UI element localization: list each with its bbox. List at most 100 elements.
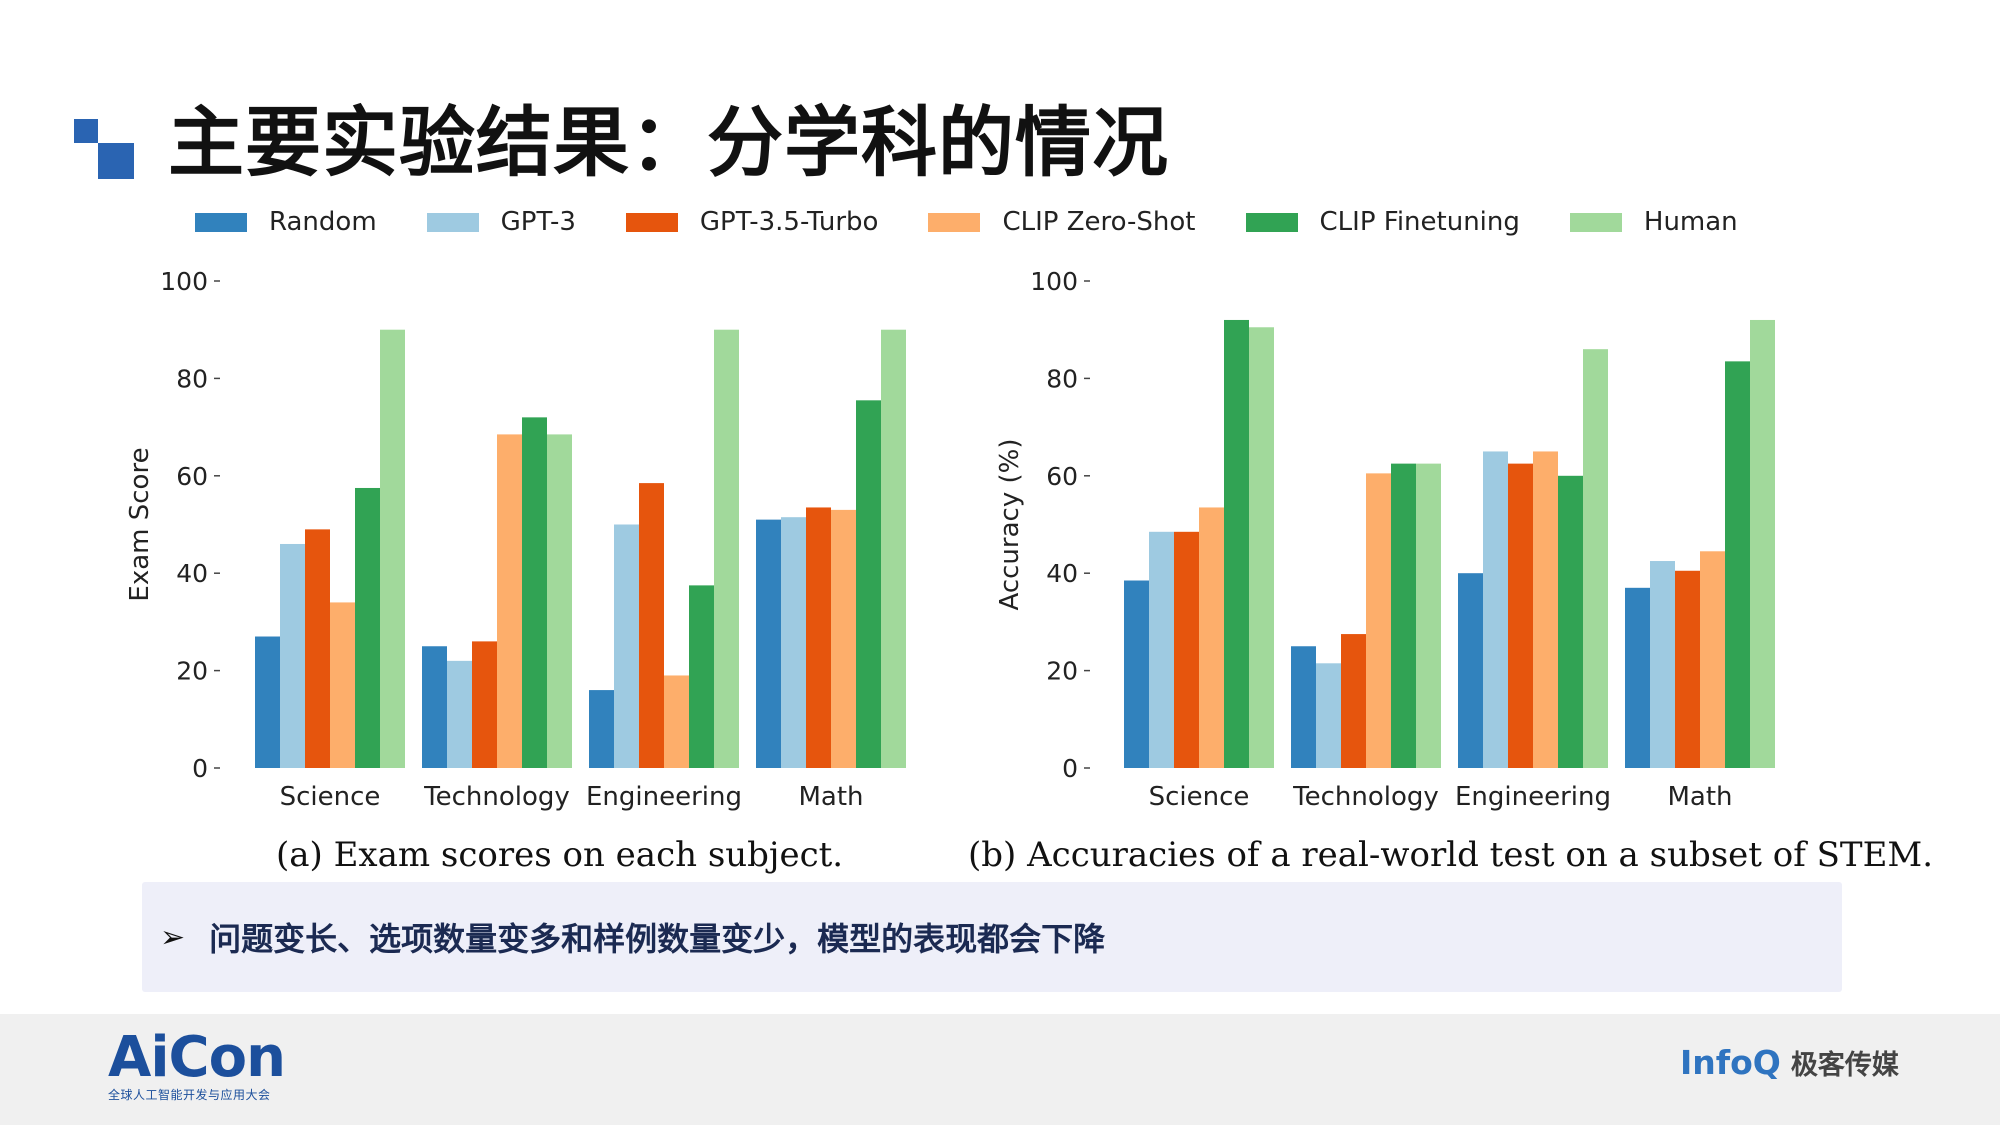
bar-2-2 [639, 483, 664, 768]
bar-0-3 [330, 602, 355, 768]
aicon-logo: AiCon 全球人工智能开发与应用大会 [108, 1025, 286, 1103]
caption-b: (b) Accuracies of a real-world test on a… [968, 835, 1934, 875]
bar-3-2 [1675, 570, 1700, 768]
legend-swatch [1245, 212, 1298, 232]
y-tick-label: 80 [1046, 364, 1078, 393]
legend-swatch [195, 212, 247, 232]
bar-3-2 [806, 507, 831, 768]
legend-item-4: CLIP Finetuning [1245, 207, 1520, 237]
x-tick-label: Science [1149, 782, 1250, 812]
legend-label: GPT-3.5-Turbo [699, 207, 879, 237]
bar-2-0 [1458, 573, 1483, 768]
y-tick-label: 60 [1046, 462, 1078, 491]
bar-0-1 [1149, 531, 1174, 768]
bar-2-4 [1558, 475, 1583, 768]
bar-3-5 [1750, 319, 1775, 768]
bar-1-4 [522, 417, 547, 768]
y-tick-label: 100 [160, 267, 208, 296]
legend-swatch [426, 212, 479, 232]
bar-2-1 [1483, 451, 1508, 768]
x-tick-label: Science [280, 782, 381, 812]
x-tick-label: Math [1667, 782, 1732, 812]
bar-2-3 [1533, 451, 1558, 768]
legend-item-2: GPT-3.5-Turbo [625, 207, 879, 237]
bar-0-3 [1199, 507, 1224, 768]
aicon-logo-subtitle: 全球人工智能开发与应用大会 [108, 1088, 271, 1102]
legend-swatch [625, 212, 678, 232]
note-text: 问题变长、选项数量变多和样例数量变少，模型的表现都会下降 [209, 920, 1106, 958]
bar-0-2 [1174, 531, 1199, 768]
y-tick-label: 20 [176, 657, 208, 686]
bullet-arrow-icon: ➢ [160, 919, 186, 955]
x-tick-label: Engineering [1455, 782, 1611, 812]
title-squares-icon [70, 103, 136, 179]
legend-item-5: Human [1569, 207, 1738, 237]
aicon-logo-mark: AiCon [108, 1025, 286, 1090]
legend-swatch [928, 212, 981, 232]
bar-3-1 [1650, 561, 1675, 768]
y-tick-label: 100 [1030, 267, 1078, 296]
bar-2-2 [1508, 463, 1533, 768]
x-tick-label: Technology [1292, 782, 1439, 812]
bar-0-4 [1224, 319, 1249, 768]
chart-exam-scores: 0 20 40 60 80 100 Exam Score Science Technology E… [125, 267, 906, 812]
bar-0-4 [355, 487, 380, 768]
bar-0-5 [380, 329, 405, 768]
y-tick-label: 20 [1046, 657, 1078, 686]
footer-bar [0, 1014, 2000, 1125]
x-tick-label: Engineering [586, 782, 742, 812]
legend-label: CLIP Zero-Shot [1002, 207, 1196, 237]
bar-3-4 [1725, 361, 1750, 768]
slide-title-row: 主要实验结果：分学科的情况 [70, 86, 1169, 187]
bar-1-5 [1416, 463, 1441, 768]
legend-label: Random [269, 207, 377, 237]
bar-2-3 [664, 675, 689, 768]
bar-1-5 [547, 434, 572, 768]
legend-item-0: Random [195, 207, 377, 237]
bar-2-5 [1583, 349, 1608, 768]
bar-1-2 [1341, 634, 1366, 768]
y-tick-label: 40 [1046, 559, 1078, 588]
y-tick-label: 40 [176, 559, 208, 588]
y-axis-label: Exam Score [125, 447, 155, 601]
bar-3-1 [781, 517, 806, 768]
bar-0-1 [280, 543, 305, 768]
bar-2-1 [614, 524, 639, 768]
bar-3-4 [856, 400, 881, 768]
bar-1-1 [1316, 663, 1341, 768]
y-tick-label: 60 [176, 462, 208, 491]
y-tick-label: 0 [192, 754, 208, 783]
legend-item-1: GPT-3 [426, 207, 576, 237]
y-tick-label: 0 [1062, 754, 1078, 783]
bar-0-5 [1249, 327, 1274, 768]
bar-1-3 [1366, 473, 1391, 768]
legend-label: CLIP Finetuning [1319, 207, 1520, 237]
legend-item-3: CLIP Zero-Shot [928, 207, 1196, 237]
chart-real-world-accuracy: 0 20 40 60 80 100 Accuracy (%) Science Technolog… [995, 267, 1775, 812]
caption-a: (a) Exam scores on each subject. [276, 835, 844, 875]
bar-3-0 [756, 519, 781, 768]
slide-title: 主要实验结果：分学科的情况 [168, 98, 1169, 187]
legend-swatch [1569, 212, 1622, 232]
bar-3-0 [1625, 587, 1650, 768]
bar-1-0 [422, 646, 447, 768]
infoq-logo-mark: InfoQ [1680, 1043, 1781, 1082]
bar-1-2 [472, 641, 497, 768]
bar-3-5 [881, 329, 906, 768]
legend-label: Human [1643, 207, 1738, 237]
x-tick-label: Technology [423, 782, 570, 812]
x-tick-label: Math [798, 782, 863, 812]
note-box: ➢ 问题变长、选项数量变多和样例数量变少，模型的表现都会下降 [142, 882, 1842, 992]
y-axis-label: Accuracy (%) [995, 439, 1025, 611]
bar-1-0 [1291, 646, 1316, 768]
bar-2-5 [714, 329, 739, 768]
bar-3-3 [831, 509, 856, 768]
bar-0-2 [305, 529, 330, 768]
bar-0-0 [255, 636, 280, 768]
bar-1-1 [447, 660, 472, 768]
bar-2-0 [589, 690, 614, 768]
y-tick-label: 80 [176, 364, 208, 393]
bar-1-4 [1391, 463, 1416, 768]
bar-3-3 [1700, 551, 1725, 768]
legend-label: GPT-3 [500, 207, 576, 237]
